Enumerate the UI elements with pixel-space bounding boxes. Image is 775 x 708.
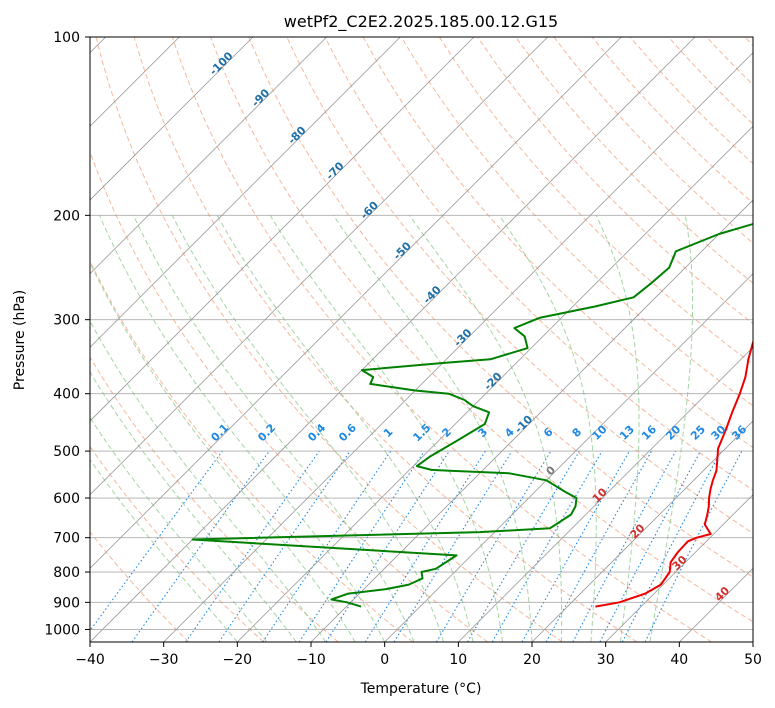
isotherm-line xyxy=(90,37,475,422)
plot-area: 0.1 0.2 0.4 0.6 1 1.5 2 3 4 6 8 10 13 16 20 25 30 36-100-… xyxy=(90,37,753,642)
y-tick-label: 700 xyxy=(53,531,80,547)
mixing-ratio-line xyxy=(90,450,223,632)
dewpoint-profile xyxy=(191,222,753,608)
y-tick-label: 600 xyxy=(53,491,80,507)
dry-adiabat-line xyxy=(248,37,753,578)
x-tick-label: 0 xyxy=(380,652,389,668)
isotherm-line xyxy=(90,37,696,642)
dry-adiabat-line xyxy=(210,37,753,623)
x-axis-ticks: −40 −30 −20 −10 0 10 20 30 40 50 xyxy=(75,642,762,668)
mixing-ratio-lines xyxy=(90,450,743,642)
mixing-ratio-line xyxy=(325,450,450,642)
x-tick-label: −40 xyxy=(75,652,105,668)
x-tick-label: 50 xyxy=(744,652,762,668)
y-axis-label: Pressure (hPa) xyxy=(12,290,28,390)
isotherm-line xyxy=(90,37,254,201)
dry-adiabat-line xyxy=(438,37,753,366)
pressure-grid xyxy=(90,37,753,630)
isotherm-line xyxy=(90,37,327,275)
moist-adiabat-line xyxy=(99,215,386,642)
dry-adiabat-line xyxy=(90,531,190,642)
dry-adiabat-line xyxy=(90,150,488,642)
moist-adiabats xyxy=(90,215,694,642)
y-axis-ticks: 100 200 300 400 500 600 700 800 900 1000 xyxy=(44,30,90,638)
moist-adiabat-line xyxy=(90,458,238,642)
y-tick-label: 900 xyxy=(53,595,80,611)
moist-adiabat-line xyxy=(90,320,327,642)
x-tick-label: 30 xyxy=(597,652,615,668)
isotherm-line xyxy=(163,52,753,642)
mixing-ratio-line xyxy=(218,450,351,642)
isotherm-line xyxy=(90,37,401,348)
dry-adiabat-line xyxy=(515,37,753,284)
isotherm-line xyxy=(458,346,753,642)
dry-adiabat-line xyxy=(90,356,339,642)
x-axis-label: Temperature (°C) xyxy=(360,681,482,697)
y-tick-label: 400 xyxy=(53,387,80,403)
mixing-ratio-line xyxy=(298,450,425,642)
x-tick-label: −30 xyxy=(149,652,179,668)
mixing-ratio-line xyxy=(262,450,392,642)
sounding-profiles xyxy=(191,222,753,608)
mixing-ratio-line xyxy=(545,450,653,642)
mixing-ratio-line xyxy=(131,450,270,642)
x-tick-label: −20 xyxy=(223,652,253,668)
moist-adiabat-line xyxy=(171,215,445,642)
isotherm-line xyxy=(237,125,753,642)
dry-adiabat-line xyxy=(400,37,753,407)
dry-adiabat-line xyxy=(324,37,753,491)
x-tick-label: −10 xyxy=(296,652,326,668)
moist-adiabat-line xyxy=(133,215,415,642)
y-tick-label: 800 xyxy=(53,565,80,581)
chart-title: wetPf2_C2E2.2025.185.00.12.G15 xyxy=(284,12,558,32)
moist-adiabat-line xyxy=(90,261,356,642)
moist-adiabat-line xyxy=(649,215,694,642)
mixing-ratio-line xyxy=(521,450,630,642)
y-tick-label: 100 xyxy=(53,30,80,46)
moist-adiabat-line xyxy=(408,215,563,642)
x-tick-label: 10 xyxy=(449,652,467,668)
dry-adiabat-line xyxy=(133,37,638,642)
dry-adiabat-line xyxy=(95,37,563,642)
moist-adiabat-line xyxy=(90,416,268,642)
isotherm-line xyxy=(90,37,548,496)
moist-adiabat-line xyxy=(498,215,597,642)
skewed-isotherms xyxy=(90,37,753,642)
x-tick-label: 20 xyxy=(523,652,541,668)
isotherm-line xyxy=(384,273,753,642)
moist-adiabat-line xyxy=(595,215,640,642)
isotherm-line xyxy=(310,199,753,642)
mixing-ratio-line xyxy=(572,450,677,642)
isotherm-line xyxy=(531,420,753,642)
y-tick-label: 200 xyxy=(53,208,80,224)
temperature-profile xyxy=(595,339,753,608)
moist-adiabat-line xyxy=(90,370,297,642)
y-tick-label: 1000 xyxy=(44,622,80,638)
x-tick-label: 40 xyxy=(670,652,688,668)
mixing-ratio-line xyxy=(644,450,743,642)
plot-frame xyxy=(89,36,754,643)
isotherm-line xyxy=(90,37,622,569)
mixing-ratio-line xyxy=(393,450,513,642)
plot-background xyxy=(90,37,753,642)
y-tick-label: 300 xyxy=(53,313,80,329)
mixing-ratio-line xyxy=(185,450,320,642)
y-tick-label: 500 xyxy=(53,444,80,460)
isotherm-line xyxy=(605,494,753,642)
dry-adiabat-line xyxy=(90,445,264,642)
moist-adiabat-line xyxy=(269,215,503,642)
dry-adiabat-line xyxy=(171,37,712,642)
